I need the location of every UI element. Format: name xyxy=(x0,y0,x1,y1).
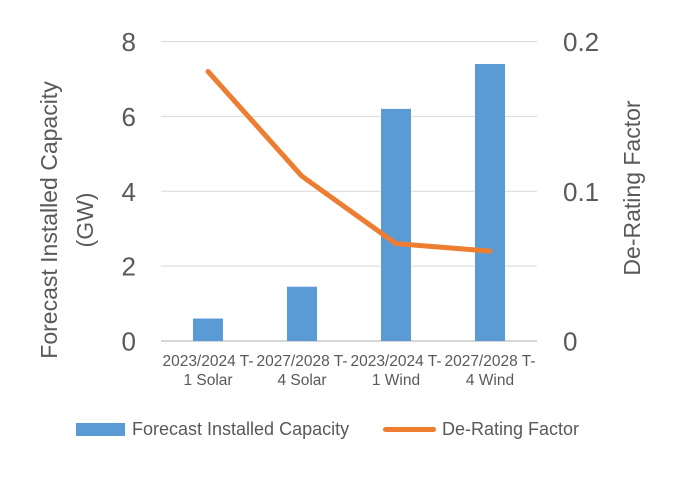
gridlines-layer xyxy=(161,41,537,342)
bar-2023-2024-t-1-solar xyxy=(193,318,223,341)
x-axis-label-line: 1 Solar xyxy=(183,372,232,389)
legend-item-forecast-capacity: Forecast Installed Capacity xyxy=(76,419,349,439)
line-series-layer xyxy=(205,68,493,254)
x-axis-label-line: 2023/2024 T- xyxy=(162,353,253,370)
left-axis-ticks: 0 2 4 6 8 xyxy=(122,27,136,357)
legend-label-forecast-capacity: Forecast Installed Capacity xyxy=(132,418,350,439)
x-axis-label-line: 2027/2028 T- xyxy=(256,353,347,370)
right-axis-tick-label: 0.2 xyxy=(563,27,599,57)
right-axis-ticks: 0 0.1 0.2 xyxy=(563,27,599,357)
right-axis-tick-label: 0 xyxy=(563,327,577,357)
left-axis-tick-label: 4 xyxy=(122,177,136,207)
bar-2027-2028-t-4-wind xyxy=(475,63,505,342)
left-axis-tick-label: 0 xyxy=(122,327,136,357)
bar-series-layer xyxy=(193,63,505,342)
x-axis-label-line: 4 Wind xyxy=(466,372,514,389)
line-series-swatch xyxy=(383,426,436,432)
left-axis-tick-label: 6 xyxy=(122,102,136,132)
x-axis-label-line: 2023/2024 T- xyxy=(350,353,441,370)
x-axis-label-line: 2027/2028 T- xyxy=(444,353,535,370)
legend-label-derating-factor: De-Rating Factor xyxy=(442,418,580,439)
right-axis-tick-label: 0.1 xyxy=(563,177,599,207)
bar-2027-2028-t-4-solar xyxy=(287,286,317,341)
right-axis-title: De-Rating Factor xyxy=(619,100,645,275)
x-axis-labels: 2023/2024 T- 1 Solar 2027/2028 T- 4 Solar 20… xyxy=(162,353,535,389)
left-axis-title-line-2: (GW) xyxy=(72,193,98,248)
bar-series-swatch xyxy=(76,422,125,436)
derating-factor-line xyxy=(205,68,493,254)
x-axis-label-line: 1 Wind xyxy=(372,372,420,389)
left-axis-tick-label: 2 xyxy=(122,252,136,282)
left-axis-title-line-1: Forecast Installed Capacity xyxy=(36,81,62,359)
x-axis-label-line: 4 Solar xyxy=(277,372,326,389)
left-axis-tick-label: 8 xyxy=(122,27,136,57)
legend-item-derating-factor: De-Rating Factor xyxy=(383,419,579,439)
bar-2023-2024-t-1-wind xyxy=(381,108,411,341)
